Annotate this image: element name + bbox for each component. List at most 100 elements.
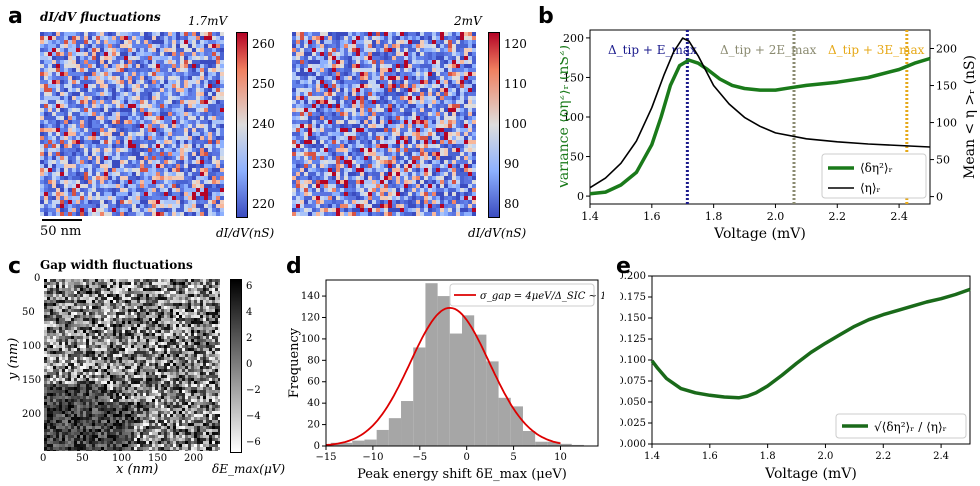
y-tick-label-right: 150 xyxy=(936,80,957,93)
x-tick-label: 1.6 xyxy=(643,210,661,223)
panel-label-b: b xyxy=(538,4,554,29)
panel-c-ytick: 200 xyxy=(22,409,42,420)
colorbar-tick: 220 xyxy=(252,197,275,211)
y-tick-label: 80 xyxy=(307,355,320,366)
x-tick-label: −10 xyxy=(362,452,383,463)
hist-bar xyxy=(535,441,548,446)
vline-label-0: Δ_tip + E_max xyxy=(608,43,697,57)
panel-c-xtick: 100 xyxy=(112,453,132,464)
x-tick-label: 2.0 xyxy=(818,451,834,462)
y-tick-label: 0.175 xyxy=(620,292,646,303)
colorbar-gap-tick: −4 xyxy=(246,411,261,422)
gap-width-map xyxy=(44,279,220,451)
chart-e: 1.4 1.6 1.8 2.0 2.2 2.4 0.000 0.025 0.050 0.075 0.… xyxy=(620,271,971,482)
y-tick-label: 0.100 xyxy=(620,355,646,366)
colorbar-gap-tick: −6 xyxy=(246,437,261,448)
panel-label-d: d xyxy=(286,254,302,279)
colorbar-2 xyxy=(488,32,500,218)
hist-bar xyxy=(364,439,377,446)
x-tick-label: 0 xyxy=(464,452,470,463)
panel-label-e: e xyxy=(616,254,631,279)
scalebar xyxy=(42,219,82,221)
vline-label-1: Δ_tip + 2E_max xyxy=(720,43,817,57)
y-axis-label-left: Variance ⟨δη²⟩ᵣ (nS²) xyxy=(560,45,572,190)
hist-bar xyxy=(376,429,389,446)
colorbar-gap-tick: 4 xyxy=(246,307,253,318)
hist-bar xyxy=(547,441,560,446)
x-tick-label: 1.4 xyxy=(644,451,660,462)
x-tick-label: 2.0 xyxy=(767,210,785,223)
didv-map-2mv xyxy=(292,32,476,216)
hist-bar xyxy=(425,283,438,446)
x-tick-label: 1.8 xyxy=(760,451,776,462)
chart-b: 1.4 1.6 1.8 2.0 2.2 2.4 0 50 100 150 200 0 50 100 150 2… xyxy=(560,29,978,242)
hist-bar xyxy=(449,333,462,446)
panel-c-ytick: 50 xyxy=(22,307,35,318)
y-tick-label-right: 200 xyxy=(936,43,957,56)
map1-energy: 1.7mV xyxy=(188,14,228,28)
legend-box xyxy=(821,153,927,199)
colorbar-tick: 250 xyxy=(252,77,275,91)
hist-bar xyxy=(522,431,536,446)
y-tick-label-left: 0 xyxy=(577,190,584,203)
x-tick-label: 2.4 xyxy=(933,451,949,462)
legend-label: σ_gap = 4μeV/Δ_SIC ~ 1% xyxy=(480,291,604,302)
panel-label-a: a xyxy=(8,4,23,29)
x-tick-label: −5 xyxy=(412,452,427,463)
y-axis-label: Frequency xyxy=(287,327,302,398)
x-axis-label: Peak energy shift δE_max (μeV) xyxy=(357,467,567,482)
hist-bar xyxy=(413,347,426,446)
mapA1-texture xyxy=(40,32,224,216)
y-tick-label: 0 xyxy=(314,441,320,452)
panel-c-ytick: 100 xyxy=(22,341,42,352)
y-tick-label: 20 xyxy=(307,420,320,431)
panel-c-ylabel: y (nm) xyxy=(6,337,21,380)
colorbar-tick: 100 xyxy=(504,117,527,131)
vline-label-2: Δ_tip + 3E_max xyxy=(828,43,925,57)
series-right xyxy=(589,37,931,189)
colorbar-tick: 90 xyxy=(504,157,520,171)
y-tick-label: 0.025 xyxy=(620,418,646,429)
x-tick-label: 2.2 xyxy=(875,451,891,462)
y-tick-label: 0.125 xyxy=(620,334,646,345)
hist-bar xyxy=(437,296,450,446)
hist-bar xyxy=(559,443,572,446)
legend-label-1: ⟨η⟩ᵣ xyxy=(860,181,881,195)
series-line xyxy=(650,287,971,400)
plot-frame xyxy=(325,279,599,447)
x-tick-label: −15 xyxy=(315,452,336,463)
mapC-texture xyxy=(44,279,220,451)
y-tick-label: 100 xyxy=(301,334,320,345)
colorbar-gap-label: δE_max(μV) xyxy=(212,462,286,476)
panel-label-c: c xyxy=(8,254,22,279)
y-tick-label: 0.075 xyxy=(620,376,646,387)
panel-c-axes: 0 50 100 150 200 0 50 100 150 200 xyxy=(0,0,300,486)
colorbar-1 xyxy=(236,32,248,218)
mapA2-texture xyxy=(292,32,476,216)
colorbar-gap xyxy=(230,279,242,453)
panel-c-xtick: 50 xyxy=(76,453,89,464)
gaussian-fit xyxy=(325,306,561,446)
hist-bar xyxy=(401,401,414,446)
series-left xyxy=(589,56,931,196)
y-tick-label: 120 xyxy=(301,312,320,323)
panel-a-title: dI/dV fluctuations xyxy=(40,10,161,24)
colorbar-gap-tick: −2 xyxy=(246,385,261,396)
x-tick-label: 10 xyxy=(554,452,567,463)
y-tick-label: 0.000 xyxy=(620,439,646,450)
y-tick-label: 140 xyxy=(301,291,320,302)
y-tick-label-left: 200 xyxy=(563,32,584,45)
y-tick-label: 0.150 xyxy=(620,313,646,324)
y-tick-label-right: 0 xyxy=(936,191,943,204)
legend-label: √⟨δη²⟩ᵣ / ⟨η⟩ᵣ xyxy=(874,420,947,434)
colorbar-tick: 80 xyxy=(504,197,520,211)
colorbar-tick: 260 xyxy=(252,37,275,51)
colorbar-tick: 120 xyxy=(504,37,527,51)
legend-box xyxy=(835,413,967,439)
hist-bar xyxy=(388,418,402,446)
y-axis-label-right: Mean < η >ᵣ (nS) xyxy=(962,55,978,179)
panel-c-xtick: 150 xyxy=(148,453,168,464)
y-tick-label-left: 100 xyxy=(563,111,584,124)
y-tick-label-left: 50 xyxy=(570,151,584,164)
